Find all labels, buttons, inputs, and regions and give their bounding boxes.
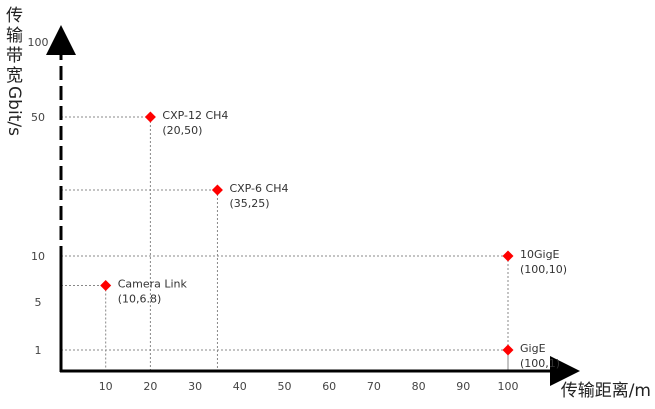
data-point-name: Camera Link (118, 277, 188, 290)
x-tick-label: 10 (99, 380, 113, 393)
y-axis-label-char: 宽 (6, 66, 23, 86)
x-tick-label: 50 (278, 380, 292, 393)
y-tick-label: 5 (35, 296, 42, 309)
data-point-name: 10GigE (520, 248, 560, 261)
x-tick-label: 30 (188, 380, 202, 393)
x-tick-label: 40 (233, 380, 247, 393)
data-point-name: GigE (520, 342, 546, 355)
y-axis-label-unit: Gbit/s (4, 86, 24, 136)
y-axis-label-char: 输 (6, 26, 23, 46)
data-point-marker (502, 250, 514, 262)
data-point-coord: (20,50) (162, 124, 202, 137)
x-tick-label: 70 (367, 380, 381, 393)
tick-labels: 10 20 30 40 50 60 70 80 90 100 1 5 10 50 100 (28, 36, 519, 393)
data-point-marker (502, 344, 514, 356)
y-axis-label: 传输带宽 Gbit/s (4, 6, 28, 146)
x-axis-label: 传输距离/m (560, 381, 651, 401)
x-tick-label: 60 (322, 380, 336, 393)
data-point-marker (100, 279, 112, 291)
data-point-marker (211, 184, 223, 196)
data-point-name: CXP-6 CH4 (229, 182, 288, 195)
y-axis-label-char: 传 (6, 6, 23, 26)
data-point-coord: (35,25) (229, 197, 269, 210)
x-tick-label: 90 (456, 380, 470, 393)
data-point-marker (144, 111, 156, 123)
x-tick-label: 100 (498, 380, 519, 393)
x-tick-label: 80 (412, 380, 426, 393)
data-points: CXP-12 CH4 (20,50) CXP-6 CH4 (35,25) 10GigE (… (100, 109, 567, 370)
axes (46, 25, 580, 386)
guide-lines (61, 116, 509, 371)
data-point-coord: (10,6.8) (118, 292, 162, 305)
data-point-name: CXP-12 CH4 (162, 109, 228, 122)
y-tick-label: 10 (31, 250, 45, 263)
y-tick-label: 50 (31, 111, 45, 124)
y-tick-label: 100 (28, 36, 49, 49)
y-tick-label: 1 (35, 344, 42, 357)
data-point-coord: (100,10) (520, 263, 567, 276)
x-tick-label: 20 (143, 380, 157, 393)
data-point-coord: (100,1) (520, 357, 560, 370)
y-axis-label-char: 带 (6, 46, 23, 66)
